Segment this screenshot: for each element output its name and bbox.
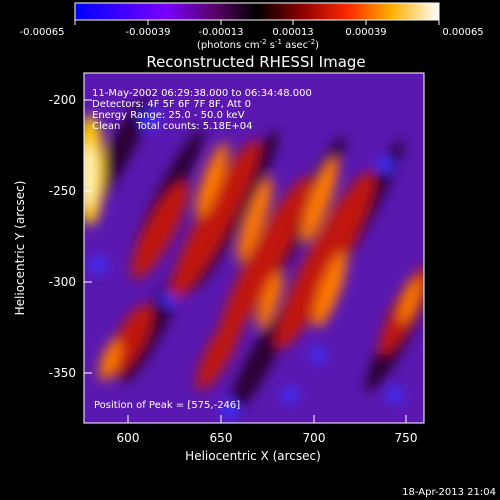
- x-tick-label: 650: [210, 431, 233, 445]
- plot-title: Reconstructed RHESSI Image: [146, 53, 365, 71]
- plot-frame: [83, 72, 425, 424]
- x-tick-label: 700: [303, 431, 326, 445]
- x-tick-label: 750: [395, 431, 418, 445]
- peak-position-label: Position of Peak = [575,-246]: [94, 400, 240, 411]
- axis-ticks: [84, 99, 407, 423]
- y-tick-label: -200: [49, 93, 76, 107]
- y-axis-label: Heliocentric Y (arcsec): [13, 181, 27, 316]
- colorbar-tick-label: -0.00013: [199, 27, 244, 38]
- colorbar-tick-label: 0.00065: [442, 27, 483, 38]
- timestamp: 18-Apr-2013 21:04: [402, 487, 496, 498]
- colorbar-tick-label: 0.00039: [345, 27, 386, 38]
- rhessi-image: [84, 73, 424, 423]
- annotation-line: Energy Range: 25.0 - 50.0 keV: [92, 110, 245, 121]
- colorbar-tick-label: 0.00013: [272, 27, 313, 38]
- colorbar-units: (photons cm-2 s-1 asec-2): [197, 38, 319, 51]
- annotation-line: Clean Total counts: 5.18E+04: [92, 121, 252, 132]
- y-tick-label: -250: [49, 184, 76, 198]
- x-axis-label: Heliocentric X (arcsec): [185, 449, 321, 463]
- x-tick-label: 600: [117, 431, 140, 445]
- colorbar-tick-marks: [74, 20, 440, 25]
- colorbar: [74, 2, 440, 21]
- colorbar-tick-label: -0.00039: [126, 27, 171, 38]
- annotation-line: Detectors: 4F 5F 6F 7F 8F, Att 0: [92, 99, 251, 110]
- y-tick-label: -350: [49, 366, 76, 380]
- y-tick-label: -300: [49, 275, 76, 289]
- annotation-line: 11-May-2002 06:29:38.000 to 06:34:48.000: [92, 88, 312, 99]
- colorbar-tick-label: -0.00065: [20, 27, 65, 38]
